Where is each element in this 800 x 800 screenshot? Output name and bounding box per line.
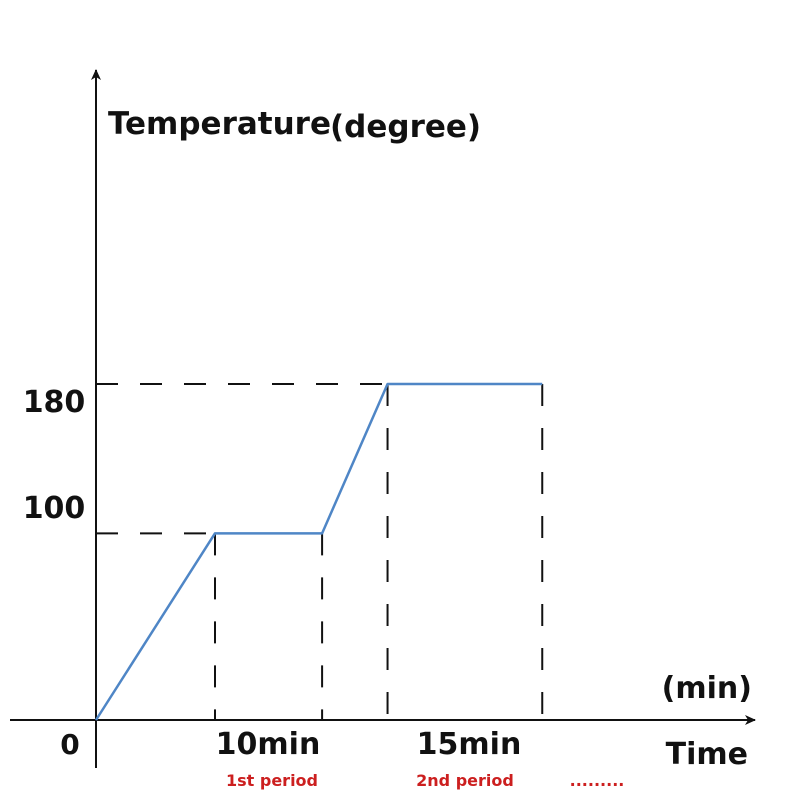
y-axis-title: Temperature [108,106,331,142]
x-axis-unit: (min) [662,671,752,706]
period-label-1st: 1st period [226,771,318,790]
series-group [94,382,543,721]
y-axis-unit: (degree) [330,109,481,145]
temperature-series-line-0 [94,382,543,721]
y-tick-label-100: 100 [23,491,86,526]
guide-lines [96,382,544,720]
x-label-15min: 15min [417,727,522,762]
x-label-10min: 10min [216,727,321,762]
origin-label: 0 [60,728,79,761]
x-axis-title: Time [666,737,748,772]
period-label-2nd: 2nd period [416,771,514,790]
period-label-continuation: ......... [570,771,625,790]
y-tick-label-180: 180 [23,385,86,420]
